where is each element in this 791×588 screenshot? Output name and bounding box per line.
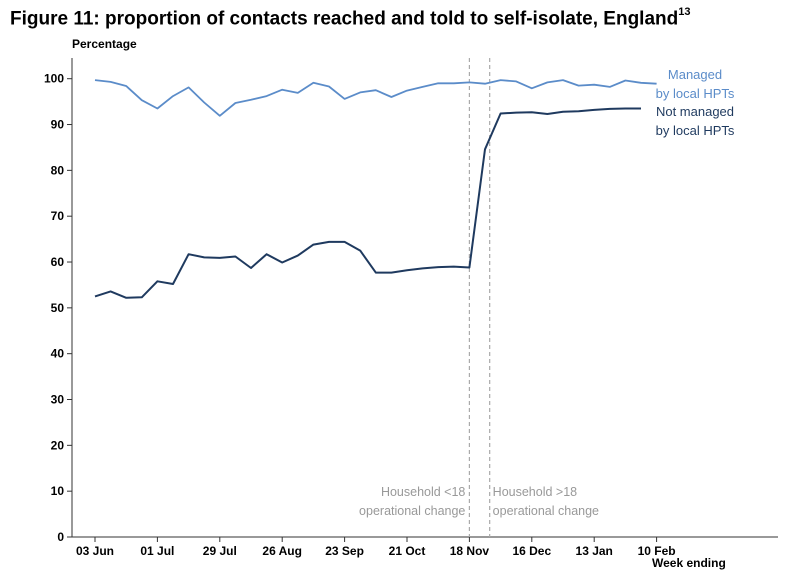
y-tick-label: 30 — [51, 393, 65, 407]
figure-title: Figure 11: proportion of contacts reache… — [10, 6, 691, 30]
y-tick-label: 10 — [51, 484, 65, 498]
figure-title-text: Figure 11: proportion of contacts reache… — [10, 8, 679, 30]
figure-footnote-ref: 13 — [678, 6, 691, 18]
x-tick-label: 01 Jul — [140, 544, 174, 558]
x-tick-label: 13 Jan — [576, 544, 613, 558]
reference-line-annotation: operational change — [359, 504, 465, 518]
reference-line-annotation: Household <18 — [381, 485, 465, 499]
x-tick-label: 18 Nov — [450, 544, 490, 558]
series-lines — [94, 79, 657, 299]
y-tick-label: 50 — [51, 301, 65, 315]
x-tick-label: 21 Oct — [389, 544, 426, 558]
x-tick-label: 29 Jul — [203, 544, 237, 558]
series-line-not-managed — [94, 107, 641, 299]
y-tick-label: 80 — [51, 163, 65, 177]
x-tick-label: 16 Dec — [512, 544, 551, 558]
x-tick-label: 10 Feb — [638, 544, 676, 558]
x-tick-label: 23 Sep — [325, 544, 364, 558]
y-tick-label: 60 — [51, 255, 65, 269]
y-tick-label: 70 — [51, 209, 65, 223]
series-label-not-managed: by local HPTs — [656, 123, 735, 138]
series-labels: Managed by local HPTs Not managed by local … — [656, 67, 735, 138]
y-tick-label: 20 — [51, 438, 65, 452]
x-axis-title: Week ending — [652, 556, 726, 570]
y-tick-label: 40 — [51, 347, 65, 361]
y-tick-label: 0 — [57, 530, 64, 544]
x-tick-label: 03 Jun — [76, 544, 114, 558]
y-tick-label: 90 — [51, 118, 65, 132]
series-line-managed — [94, 79, 657, 117]
reference-line-annotation: Household >18 — [493, 485, 577, 499]
reference-lines: Household <18 operational change Household… — [359, 58, 599, 537]
y-axis-title: Percentage — [72, 37, 137, 51]
y-tick-label: 100 — [44, 72, 64, 86]
y-axis-ticks: 0 10 20 30 40 50 60 70 80 90 100 — [44, 72, 72, 544]
x-tick-label: 26 Aug — [262, 544, 302, 558]
series-label-managed: Managed — [668, 67, 722, 82]
series-label-not-managed: Not managed — [656, 104, 734, 119]
reference-line-annotation: operational change — [493, 504, 599, 518]
series-label-managed: by local HPTs — [656, 86, 735, 101]
x-axis-ticks: 03 Jun 01 Jul 29 Jul 26 Aug 23 Sep 21 Oct 18 N… — [76, 537, 676, 558]
